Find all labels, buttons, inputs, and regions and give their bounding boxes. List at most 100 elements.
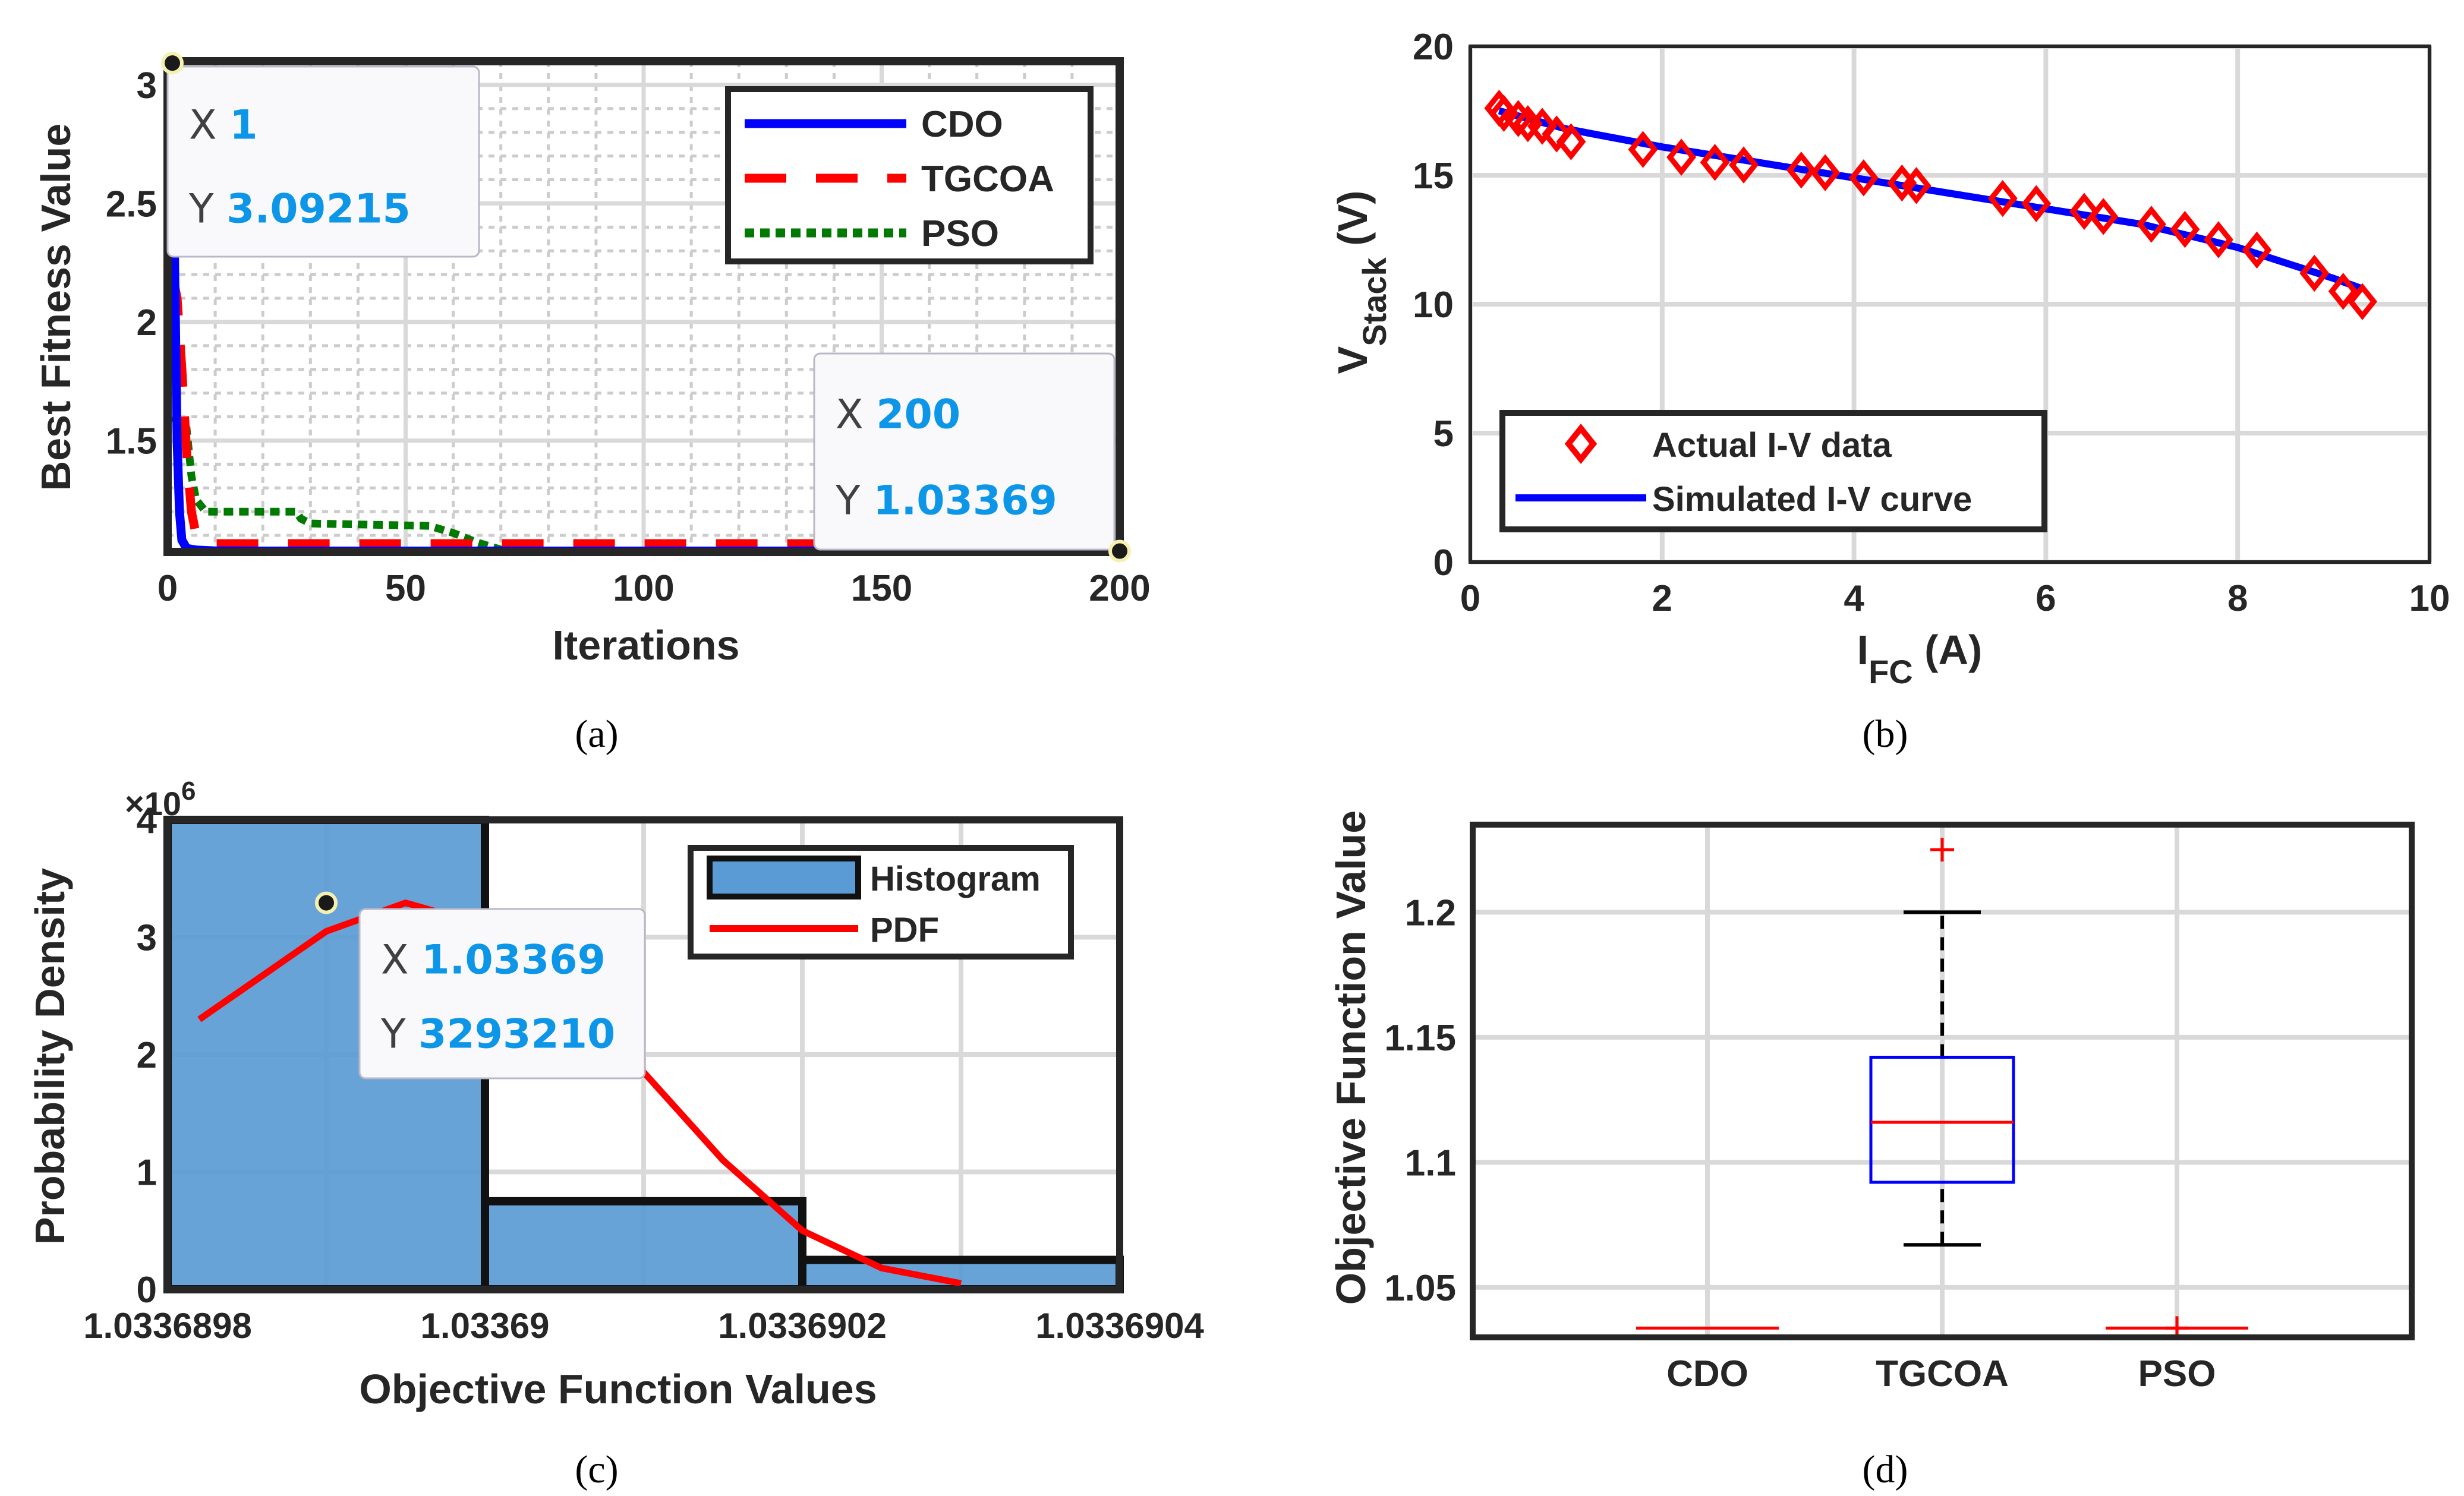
- x-tick-label: 2: [1652, 578, 1672, 619]
- y-tick-label: 2.5: [106, 184, 157, 225]
- data-point-diamond: [2069, 192, 2099, 230]
- y-tick-label: 2: [137, 302, 157, 343]
- panel-d-axes-box: [1470, 822, 2415, 1340]
- panel-b-legend: Actual I-V data Simulated I-V curve: [1499, 410, 2047, 532]
- x-tick-label: 4: [1844, 578, 1864, 619]
- y-tick-label: 0: [1433, 542, 1454, 583]
- panel-b-axes-box: [1469, 45, 2431, 564]
- panel-b-xlabel-sub: FC: [1869, 653, 1913, 690]
- data-point-diamond: [1556, 123, 1586, 160]
- panel-c-exponent-base: ×10: [125, 785, 181, 822]
- data-point-diamond: [1786, 152, 1816, 189]
- x-tick-label: 1.03369: [421, 1306, 550, 1346]
- datatip-1-x-value: 1: [229, 102, 257, 149]
- x-tick-label: CDO: [1666, 1353, 1748, 1394]
- y-tick-label: 15: [1413, 156, 1454, 197]
- data-point-diamond: [2299, 254, 2330, 292]
- y-tick-label: 1.1: [1405, 1142, 1456, 1183]
- panel-d-grid: [1473, 825, 2412, 1337]
- panel-a-ylabel: Best Fitness Value: [33, 124, 79, 491]
- panel-d-boxes: [1636, 838, 2248, 1340]
- panel-b-xlabel: IFC (A): [1857, 627, 1983, 690]
- datatip-3-x-label: X: [381, 936, 421, 983]
- panel-c-tick-labels: 1.0336898 1.03369 1.0336902 1.0336904 0 1 2 3 4: [83, 800, 1204, 1346]
- datatip-2-marker: [1108, 539, 1131, 563]
- panel-b-ylabel-unit: (V): [1329, 191, 1376, 258]
- datatip-2-box: [813, 352, 1116, 551]
- histogram-bar: [798, 1255, 1124, 1293]
- datatip-1-box: [166, 65, 480, 258]
- panel-d-caption: (d): [1863, 1448, 1908, 1491]
- panel-a-legend: CDO TGCOA PSO: [725, 86, 1094, 264]
- panel-b-xlabel-main: I: [1857, 627, 1869, 673]
- x-tick-label: 10: [2409, 578, 2450, 619]
- legend-label-actual: Actual I-V data: [1652, 426, 1892, 465]
- panel-c-exponent-power: 6: [181, 777, 196, 806]
- panel-a: 0 50 100 150 200 1.5 2 2.5 3 Iterations Best Fit…: [33, 52, 1151, 756]
- data-point-diamond: [2348, 283, 2377, 320]
- panel-b-ylabel-sub: Stack: [1356, 257, 1393, 346]
- panel-b-ylabel-main: V: [1329, 346, 1376, 374]
- legend-label-cdo: CDO: [921, 104, 1003, 145]
- data-point-diamond: [1848, 159, 1879, 197]
- data-point-diamond: [2170, 210, 2200, 248]
- datatip-1-marker: [161, 52, 184, 75]
- y-tick-label: 2: [137, 1035, 157, 1076]
- y-tick-label: 3: [137, 918, 157, 959]
- data-point-diamond: [2328, 273, 2358, 310]
- legend-label-pso: PSO: [921, 213, 999, 254]
- data-point-diamond: [1987, 179, 2018, 217]
- panel-b-caption: (b): [1863, 712, 1908, 756]
- data-point-diamond: [2088, 198, 2119, 235]
- x-tick-label: 6: [2036, 578, 2056, 619]
- y-tick-label: 1.15: [1384, 1018, 1456, 1059]
- x-tick-label: 0: [1460, 578, 1480, 619]
- y-tick-label: 5: [1433, 414, 1454, 455]
- panel-c-xlabel: Objective Function Values: [359, 1366, 877, 1412]
- data-point-diamond: [1700, 144, 1730, 181]
- data-point-diamond: [1542, 115, 1572, 153]
- panel-b-ylabel: VStack (V): [1329, 191, 1393, 374]
- panel-c-ylabel: Probability Density: [27, 868, 73, 1245]
- panel-c-legend: Histogram PDF: [688, 845, 1074, 960]
- data-point-diamond: [1729, 146, 1759, 184]
- data-point-diamond: [2242, 231, 2272, 269]
- panel-c-axes-box: [164, 816, 1123, 1293]
- panel-a-caption: (a): [575, 712, 618, 756]
- legend-label-tgcoa: TGCOA: [921, 159, 1054, 200]
- panel-d-tick-labels: CDO TGCOA PSO 1.05 1.1 1.15 1.2: [1384, 892, 2216, 1394]
- y-tick-label: 0: [137, 1270, 157, 1311]
- y-tick-label: 1.05: [1384, 1268, 1456, 1309]
- legend-box: [725, 86, 1094, 264]
- data-point-diamond: [1666, 138, 1697, 176]
- legend-label-simulated: Simulated I-V curve: [1652, 480, 1972, 519]
- datatip-2-y: Y 1.03369: [835, 478, 1057, 525]
- data-point-diamond: [1527, 108, 1558, 145]
- x-tick-label: 1.0336898: [83, 1306, 252, 1346]
- datatip-1-y: Y 3.09215: [188, 185, 411, 232]
- data-point-diamond: [1810, 154, 1841, 191]
- panel-b-series: [1484, 89, 2377, 320]
- y-tick-label: 1.2: [1405, 892, 1456, 933]
- x-tick-label: 8: [2227, 578, 2248, 619]
- panel-d: CDO TGCOA PSO 1.05 1.1 1.15 1.2 Objective Func…: [1328, 810, 2415, 1491]
- x-tick-label: 150: [851, 568, 912, 609]
- panel-b-xlabel-unit: (A): [1913, 627, 1983, 673]
- x-tick-label: PSO: [2138, 1353, 2216, 1394]
- x-tick-label: 1.0336904: [1035, 1306, 1204, 1346]
- datatip-2-y-value: 1.03369: [873, 478, 1057, 525]
- datatip-2-x-value: 200: [876, 391, 960, 438]
- panel-a-axes-box: [163, 57, 1124, 556]
- x-tick-label: 1.0336902: [718, 1306, 887, 1346]
- x-tick-label: TGCOA: [1876, 1353, 2009, 1394]
- legend-label-histogram: Histogram: [870, 860, 1041, 898]
- panel-b: 0 2 4 6 8 10 0 5 10 15 20 IFC (A) VStack (V) Actua…: [1329, 27, 2450, 756]
- datatip-3-y-label: Y: [380, 1011, 418, 1058]
- legend-label-pdf: PDF: [870, 911, 939, 949]
- data-point-diamond: [1901, 167, 1932, 204]
- legend-swatch-histogram: [707, 856, 861, 900]
- x-tick-label: 100: [613, 568, 674, 609]
